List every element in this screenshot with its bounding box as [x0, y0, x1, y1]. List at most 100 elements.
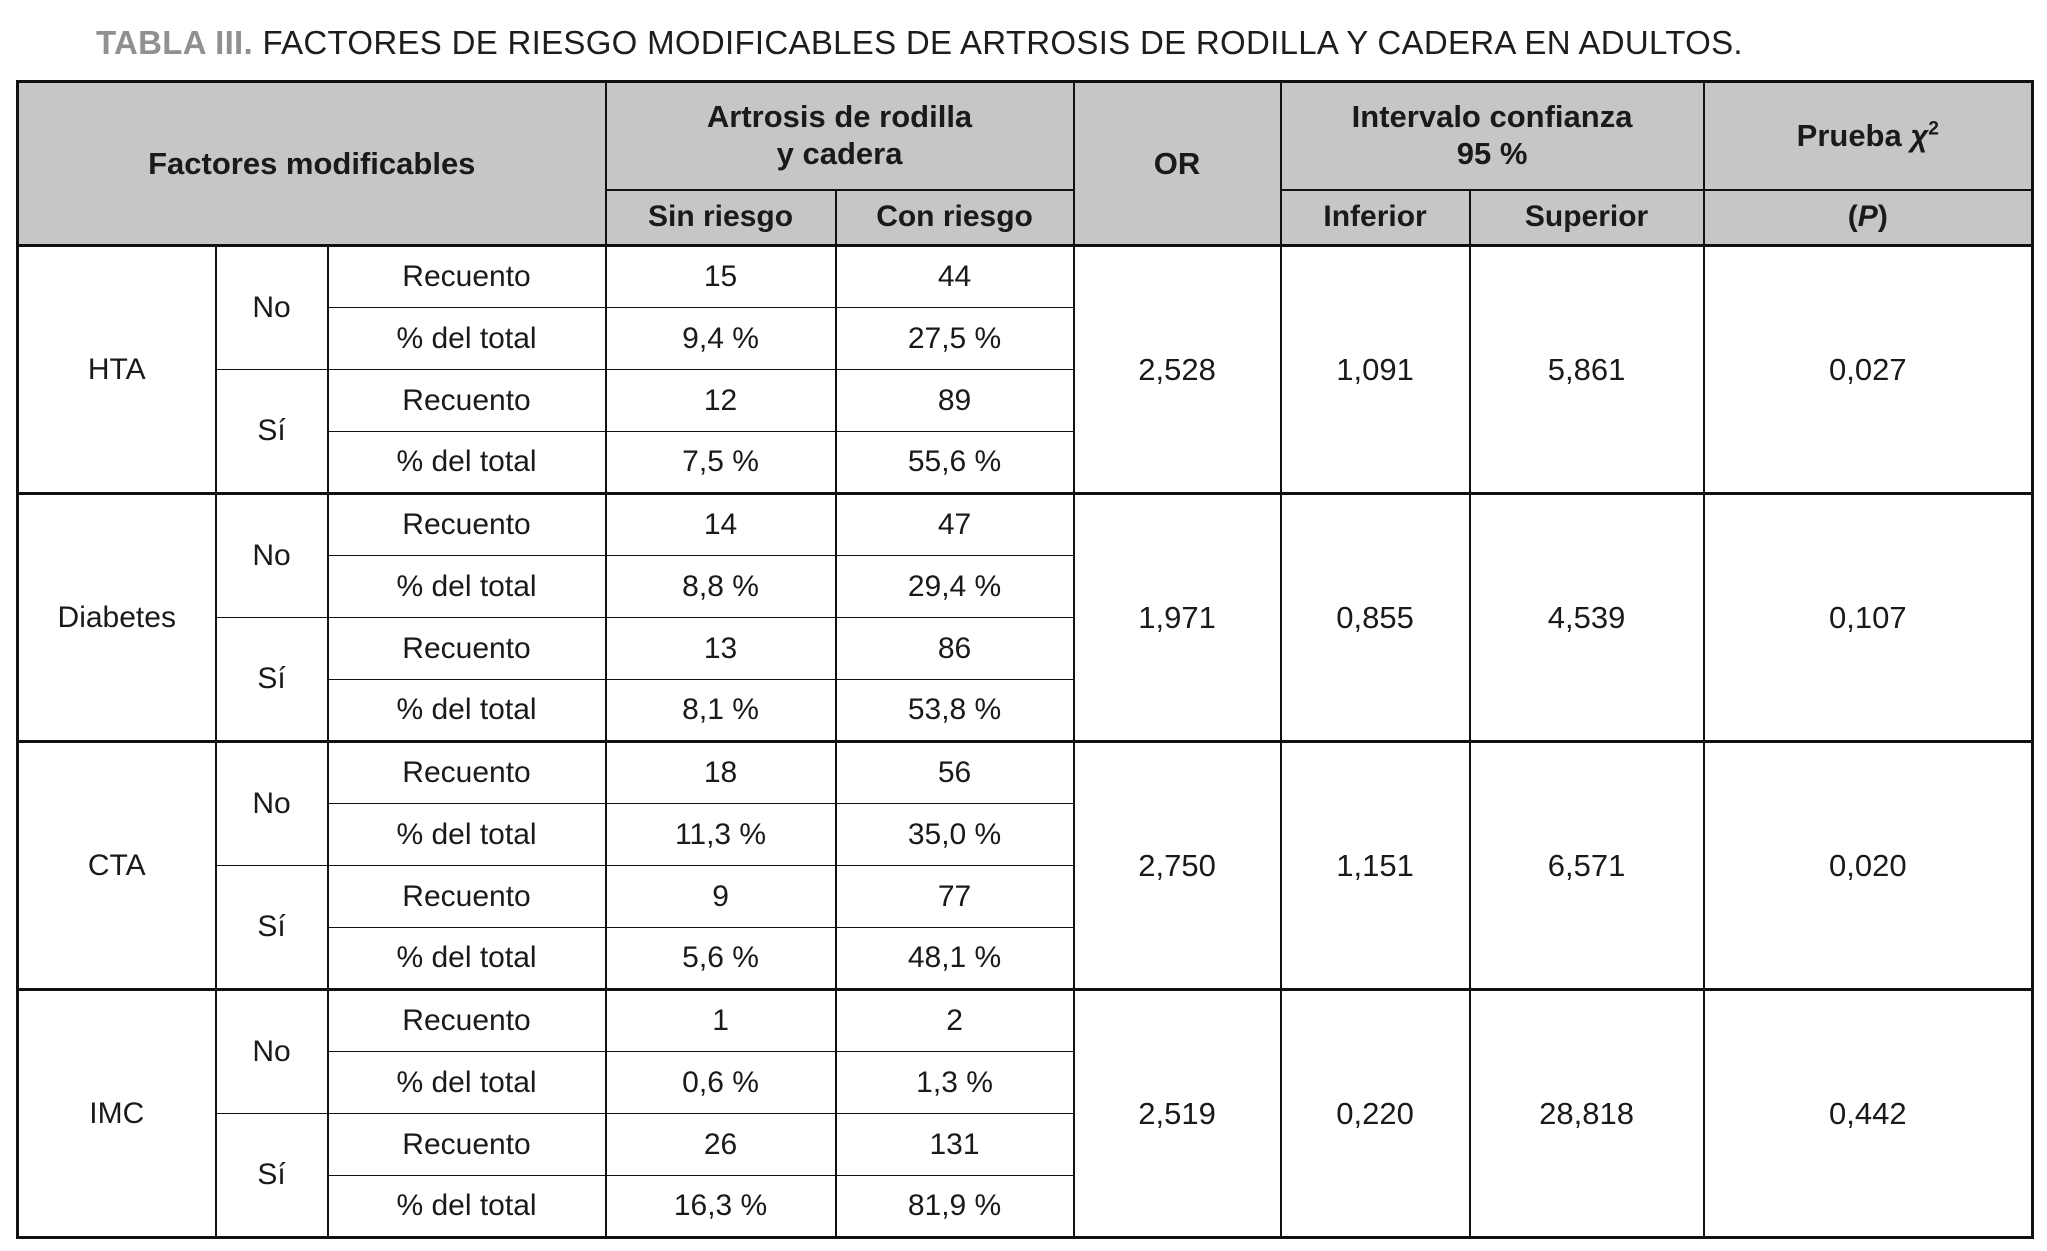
- value-cell: 14: [604, 492, 837, 556]
- value-cell: 8,1 %: [604, 679, 837, 742]
- value-cell: 2: [834, 988, 1075, 1052]
- header-sin-riesgo: Sin riesgo: [604, 188, 837, 247]
- table-row: Sí Recuento 13 86: [18, 617, 2033, 742]
- value-cell: 9: [604, 865, 837, 928]
- measure-cell: % del total: [326, 803, 607, 866]
- value-cell: 11,3 %: [604, 803, 837, 866]
- measure-cell: Recuento: [326, 244, 607, 308]
- level-cell: No: [214, 244, 329, 370]
- header-superior: Superior: [1468, 188, 1705, 247]
- table-row: % del total 7,5 % 55,6 %: [18, 431, 2033, 494]
- value-cell: 47: [834, 492, 1075, 556]
- header-or: OR: [1072, 80, 1282, 247]
- measure-cell: Recuento: [326, 369, 607, 432]
- header-row-2: Sin riesgo Con riesgo Inferior Superior …: [18, 188, 2034, 247]
- p-value-cell: 0,442: [1702, 988, 2034, 1238]
- table-title: TABLA III. FACTORES DE RIESGO MODIFICABL…: [96, 24, 2031, 62]
- value-cell: 53,8 %: [834, 679, 1075, 742]
- measure-cell: % del total: [326, 307, 607, 370]
- value-cell: 29,4 %: [834, 555, 1075, 618]
- table-row: % del total 8,8 % 29,4 %: [18, 555, 2033, 618]
- table-row: HTA No Recuento 15 44 2,528 1,091 5,861 …: [16, 244, 2034, 494]
- level-cell: Sí: [214, 617, 329, 742]
- value-cell: 131: [834, 1113, 1075, 1176]
- value-cell: 16,3 %: [604, 1175, 837, 1238]
- measure-cell: Recuento: [326, 988, 607, 1052]
- value-cell: 7,5 %: [604, 431, 837, 494]
- header-factores: Factores modificables: [16, 80, 607, 247]
- table-row: IMC No Recuento 1 2 2,519 0,220 28,818 0…: [16, 988, 2034, 1238]
- value-cell: 1: [604, 988, 837, 1052]
- value-cell: 5,6 %: [604, 927, 837, 990]
- level-cell: No: [214, 492, 329, 618]
- ic-superior-cell: 5,861: [1468, 244, 1705, 494]
- table-body: HTA No Recuento 15 44 2,528 1,091 5,861 …: [16, 244, 2034, 1238]
- risk-factors-table: Factores modificables Artrosis de rodill…: [16, 80, 2035, 1239]
- measure-cell: Recuento: [326, 617, 607, 680]
- measure-cell: % del total: [326, 679, 607, 742]
- value-cell: 1,3 %: [834, 1051, 1075, 1114]
- level-cell: No: [214, 740, 329, 866]
- ic-inferior-cell: 1,151: [1279, 740, 1471, 990]
- level-cell: Sí: [214, 369, 329, 494]
- measure-cell: % del total: [326, 555, 607, 618]
- measure-cell: Recuento: [326, 492, 607, 556]
- ic-superior-cell: 28,818: [1468, 988, 1705, 1238]
- p-paren-close: ): [1877, 200, 1888, 234]
- p-symbol: P: [1857, 200, 1878, 234]
- value-cell: 15: [604, 244, 837, 308]
- measure-cell: % del total: [326, 1051, 607, 1114]
- table-row: % del total 11,3 % 35,0 %: [18, 803, 2033, 866]
- ic-superior-cell: 6,571: [1468, 740, 1705, 990]
- or-cell: 2,750: [1072, 740, 1282, 990]
- p-value-cell: 0,107: [1702, 492, 2034, 742]
- measure-cell: % del total: [326, 431, 607, 494]
- header-prueba: Prueba χ2: [1702, 80, 2034, 191]
- value-cell: 8,8 %: [604, 555, 837, 618]
- header-con-riesgo: Con riesgo: [834, 188, 1075, 247]
- table-row: % del total 9,4 % 27,5 %: [18, 307, 2033, 370]
- or-cell: 1,971: [1072, 492, 1282, 742]
- value-cell: 18: [604, 740, 837, 804]
- table-row: Sí Recuento 9 77: [18, 865, 2033, 990]
- table-row: % del total 16,3 % 81,9 %: [18, 1175, 2033, 1238]
- p-paren-open: (: [1847, 200, 1858, 234]
- or-cell: 2,528: [1072, 244, 1282, 494]
- value-cell: 55,6 %: [834, 431, 1075, 494]
- header-artrosis: Artrosis de rodilla y cadera: [604, 80, 1075, 191]
- measure-cell: % del total: [326, 927, 607, 990]
- value-cell: 35,0 %: [834, 803, 1075, 866]
- table-row: Sí Recuento 12 89: [18, 369, 2033, 494]
- measure-cell: % del total: [326, 1175, 607, 1238]
- ic-inferior-cell: 0,855: [1279, 492, 1471, 742]
- value-cell: 81,9 %: [834, 1175, 1075, 1238]
- value-cell: 27,5 %: [834, 307, 1075, 370]
- level-cell: No: [214, 988, 329, 1114]
- header-row-1: Factores modificables Artrosis de rodill…: [16, 80, 2034, 247]
- p-value-cell: 0,020: [1702, 740, 2034, 990]
- header-prueba-text: Prueba: [1796, 117, 1911, 153]
- table-row: Sí Recuento 26 131: [18, 1113, 2033, 1238]
- level-cell: Sí: [214, 865, 329, 990]
- measure-cell: Recuento: [326, 1113, 607, 1176]
- value-cell: 44: [834, 244, 1075, 308]
- factor-cell: CTA: [16, 740, 217, 990]
- value-cell: 56: [834, 740, 1075, 804]
- factor-cell: Diabetes: [16, 492, 217, 742]
- value-cell: 77: [834, 865, 1075, 928]
- ic-superior-cell: 4,539: [1468, 492, 1705, 742]
- value-cell: 48,1 %: [834, 927, 1075, 990]
- table-row: Diabetes No Recuento 14 47 1,971 0,855 4…: [16, 492, 2034, 742]
- value-cell: 86: [834, 617, 1075, 680]
- ic-inferior-cell: 1,091: [1279, 244, 1471, 494]
- value-cell: 89: [834, 369, 1075, 432]
- measure-cell: Recuento: [326, 740, 607, 804]
- value-cell: 12: [604, 369, 837, 432]
- chi-exponent: 2: [1928, 118, 1939, 140]
- table-row: % del total 0,6 % 1,3 %: [18, 1051, 2033, 1114]
- measure-cell: Recuento: [326, 865, 607, 928]
- header-intervalo: Intervalo confianza 95 %: [1279, 80, 1705, 191]
- p-value-cell: 0,027: [1702, 244, 2034, 494]
- value-cell: 13: [604, 617, 837, 680]
